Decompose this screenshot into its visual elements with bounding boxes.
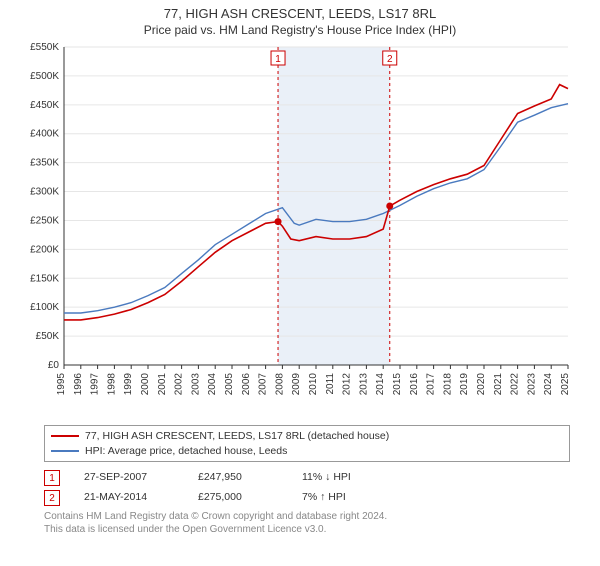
svg-text:£350K: £350K [30,158,59,169]
svg-text:£550K: £550K [30,42,59,53]
legend-swatch-property [51,435,79,437]
svg-text:£200K: £200K [30,244,59,255]
svg-text:2016: 2016 [409,373,420,396]
sales-list: 1 27-SEP-2007 £247,950 11% ↓ HPI 2 21-MA… [44,468,570,508]
svg-text:2025: 2025 [560,373,571,396]
legend-label-property: 77, HIGH ASH CRESCENT, LEEDS, LS17 8RL (… [85,429,389,444]
svg-text:£300K: £300K [30,187,59,198]
svg-text:2012: 2012 [342,373,353,396]
svg-text:£400K: £400K [30,129,59,140]
svg-text:2022: 2022 [510,373,521,396]
page-subtitle: Price paid vs. HM Land Registry's House … [0,23,600,37]
sale-date: 27-SEP-2007 [84,468,174,488]
svg-text:£500K: £500K [30,71,59,82]
svg-text:2010: 2010 [308,373,319,396]
svg-text:2008: 2008 [274,373,285,396]
svg-text:2003: 2003 [190,373,201,396]
svg-text:2006: 2006 [241,373,252,396]
legend-swatch-hpi [51,450,79,452]
svg-text:£250K: £250K [30,215,59,226]
footnote-line: This data is licensed under the Open Gov… [44,523,570,536]
svg-text:2021: 2021 [493,373,504,396]
svg-text:£100K: £100K [30,302,59,313]
legend-row-hpi: HPI: Average price, detached house, Leed… [51,444,563,459]
svg-text:2019: 2019 [459,373,470,396]
svg-text:£150K: £150K [30,273,59,284]
svg-text:2024: 2024 [543,373,554,396]
svg-text:£50K: £50K [36,331,60,342]
svg-text:2015: 2015 [392,373,403,396]
sale-row: 2 21-MAY-2014 £275,000 7% ↑ HPI [44,488,570,508]
svg-text:2011: 2011 [325,373,336,395]
chart-svg: £0 £50K £100K £150K £200K £250K £300K £350K £400… [20,41,580,421]
sale-price: £275,000 [198,488,278,508]
svg-text:2000: 2000 [140,373,151,396]
sale-date: 21-MAY-2014 [84,488,174,508]
sale-badge: 2 [44,490,60,506]
svg-text:£0: £0 [48,360,60,371]
svg-text:2023: 2023 [526,373,537,396]
svg-text:2014: 2014 [375,373,386,396]
legend-row-property: 77, HIGH ASH CRESCENT, LEEDS, LS17 8RL (… [51,429,563,444]
svg-text:£450K: £450K [30,100,59,111]
sale-hpi: 7% ↑ HPI [302,488,392,508]
svg-text:2007: 2007 [258,373,269,396]
svg-text:2: 2 [387,54,393,65]
svg-text:2002: 2002 [174,373,185,396]
sale-hpi: 11% ↓ HPI [302,468,392,488]
svg-text:2013: 2013 [358,373,369,396]
legend: 77, HIGH ASH CRESCENT, LEEDS, LS17 8RL (… [44,425,570,462]
price-chart: £0 £50K £100K £150K £200K £250K £300K £350K £400… [20,41,580,421]
svg-text:1996: 1996 [73,373,84,396]
svg-text:1997: 1997 [90,373,101,396]
svg-text:2005: 2005 [224,373,235,396]
sale-price: £247,950 [198,468,278,488]
page-title: 77, HIGH ASH CRESCENT, LEEDS, LS17 8RL [0,6,600,21]
svg-text:2001: 2001 [157,373,168,396]
sale-badge: 1 [44,470,60,486]
svg-text:2017: 2017 [426,373,437,396]
footnote: Contains HM Land Registry data © Crown c… [44,510,570,536]
svg-text:2009: 2009 [291,373,302,396]
sale-row: 1 27-SEP-2007 £247,950 11% ↓ HPI [44,468,570,488]
footnote-line: Contains HM Land Registry data © Crown c… [44,510,570,523]
svg-text:1998: 1998 [106,373,117,396]
svg-text:2020: 2020 [476,373,487,396]
svg-text:2004: 2004 [207,373,218,396]
svg-text:1995: 1995 [56,373,67,396]
svg-text:1999: 1999 [123,373,134,396]
legend-label-hpi: HPI: Average price, detached house, Leed… [85,444,287,459]
svg-text:1: 1 [275,54,281,65]
svg-text:2018: 2018 [442,373,453,396]
